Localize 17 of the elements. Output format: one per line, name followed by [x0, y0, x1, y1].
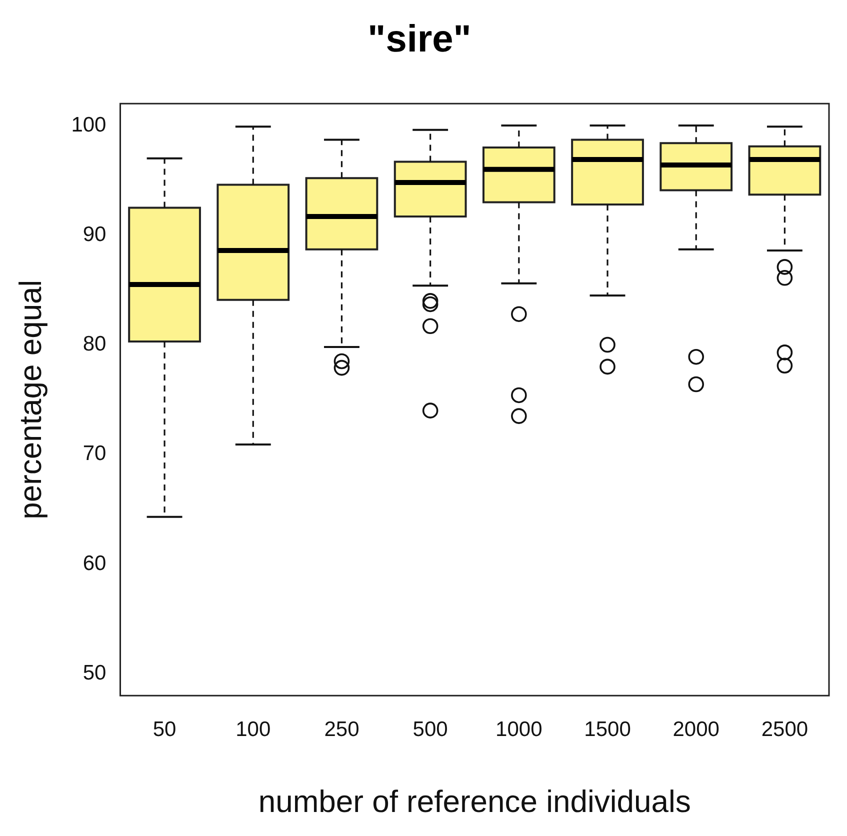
y-tick-label: 60 — [82, 552, 106, 575]
x-tick-label: 2500 — [761, 718, 808, 741]
y-tick-label: 100 — [71, 113, 106, 136]
x-tick-label: 1000 — [496, 718, 542, 741]
x-tick-label: 250 — [324, 718, 360, 741]
x-axis-title: number of reference individuals — [258, 784, 691, 819]
x-tick-label: 500 — [412, 718, 448, 741]
y-axis-title: percentage equal — [13, 280, 48, 520]
y-tick-label: 90 — [82, 222, 106, 246]
y-tick-label: 80 — [82, 332, 106, 356]
x-tick-label: 2000 — [672, 718, 720, 741]
chart-title: "sire" — [368, 18, 472, 60]
x-tick-label: 50 — [152, 718, 176, 741]
y-tick-label: 50 — [82, 661, 106, 684]
x-tick-label: 1500 — [584, 718, 631, 741]
y-tick-label: 70 — [82, 442, 106, 466]
x-tick-label: 100 — [236, 718, 271, 741]
